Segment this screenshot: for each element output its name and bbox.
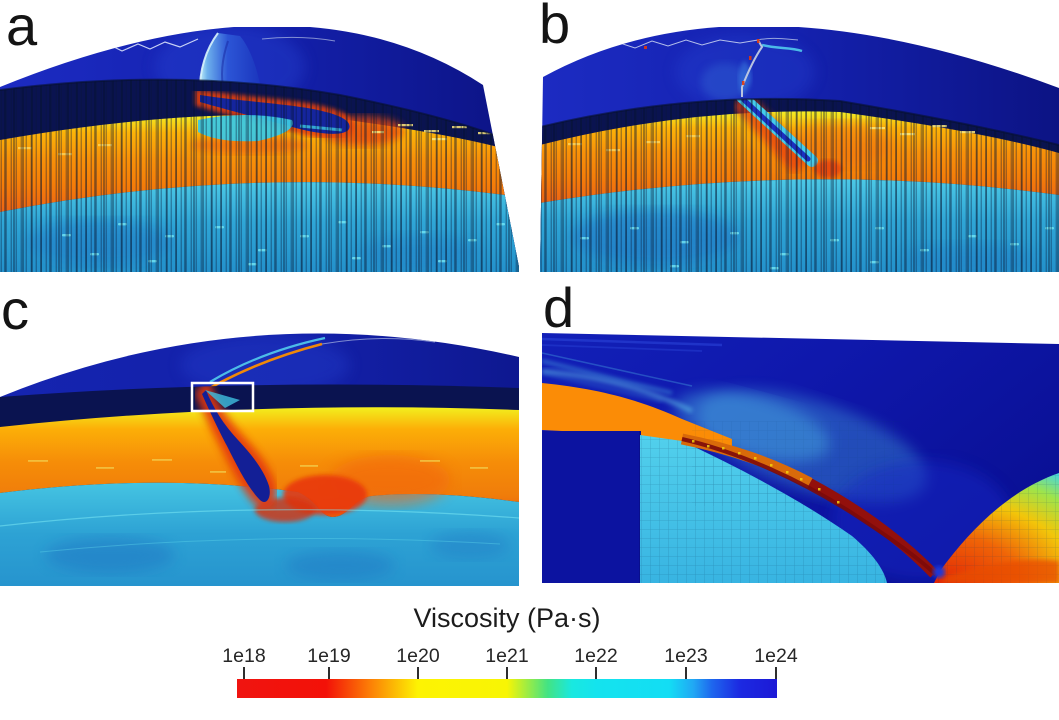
mantle-arc-line-c2	[39, 538, 501, 553]
mesh-faint-d	[692, 421, 902, 506]
panel-label-d: d	[543, 276, 575, 339]
surface-contour-a	[261, 36, 336, 42]
colorbar-tick-1e19: 1e19	[307, 645, 351, 667]
panel-a-viscosity-map	[0, 27, 519, 272]
colorbar-tick-1e18: 1e18	[222, 645, 266, 667]
face-top-edge-b	[540, 97, 1059, 146]
surface-contour-c	[321, 337, 436, 345]
colorbar-tick-1e23: 1e23	[664, 645, 708, 667]
plate-boundary-contour-b	[604, 39, 759, 50]
yellow-streaks-c	[28, 459, 488, 473]
colorbar: Viscosity (Pa·s) 1e18 1e19 1e20 1e21 1e2…	[0, 596, 1059, 720]
colorbar-tick-1e20: 1e20	[396, 645, 440, 667]
slab-top-sliver-c	[205, 390, 240, 408]
colorbar-tick-1e21: 1e21	[485, 645, 529, 667]
colorbar-tick-1e24: 1e24	[754, 645, 798, 667]
colorbar-tick-mark	[243, 667, 246, 680]
colorbar-tick-mark	[328, 667, 331, 680]
surface-patch-b	[701, 63, 749, 101]
channel-speckles-d	[692, 440, 840, 504]
mantle-blob-c2	[285, 550, 395, 580]
colorbar-bar	[237, 679, 777, 698]
trench-red-marks-b	[644, 39, 760, 85]
slab-channel-d	[680, 433, 938, 578]
subducting-slab-c	[202, 390, 270, 503]
colorbar-title: Viscosity (Pa·s)	[413, 603, 601, 633]
colorbar-tick-mark	[775, 667, 778, 680]
surface-cyan-streak-b	[761, 43, 803, 53]
incoming-plate-block-d	[542, 431, 640, 583]
surface-contour-b	[757, 37, 799, 41]
ridge-mark-a	[104, 46, 108, 49]
colorbar-tick-1e22: 1e22	[574, 645, 618, 667]
mantle-blob-c3	[430, 531, 510, 559]
colorbar-tick-mark	[685, 667, 688, 680]
face-top-edge-a	[0, 78, 519, 146]
surface-cyan-line-c	[209, 336, 326, 383]
colorbar-tick-mark	[506, 667, 509, 680]
mantle-arc-line-c1	[0, 509, 519, 527]
panel-b-viscosity-map	[540, 27, 1059, 272]
highlight-box	[190, 381, 255, 413]
trench-line-b	[741, 39, 764, 97]
colorbar-tick-mark	[595, 667, 598, 680]
panel-label-b: b	[539, 0, 571, 55]
warm-fan-d	[934, 473, 1059, 583]
panel-label-c: c	[1, 278, 29, 341]
panel-label-a: a	[6, 0, 38, 57]
hatch-texture-b2	[540, 98, 1059, 272]
slab-tip-notch-d	[933, 566, 945, 578]
panel-c-viscosity-section	[0, 333, 519, 586]
surface-streaks-d	[542, 337, 723, 402]
panel-d-zoom-view	[542, 333, 1059, 583]
mantle-blob-c1	[45, 537, 175, 573]
colorbar-tick-mark	[417, 667, 420, 680]
